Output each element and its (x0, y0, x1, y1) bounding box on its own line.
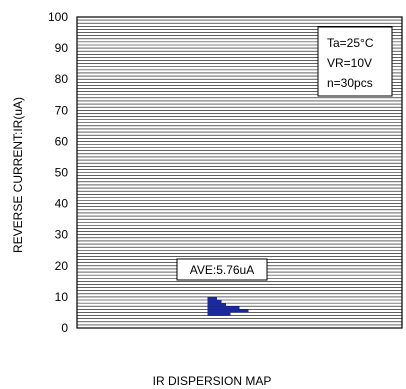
data-point (216, 306, 222, 310)
y-tick-label: 30 (55, 228, 69, 242)
x-axis-label: IR DISPERSION MAP (153, 374, 272, 388)
average-box: AVE:5.76uA (176, 258, 268, 281)
y-tick-label: 60 (55, 134, 69, 148)
data-point (216, 299, 222, 304)
data-point (221, 306, 226, 310)
y-tick-label: 50 (55, 166, 69, 180)
data-point (230, 306, 235, 310)
data-point (216, 312, 222, 316)
average-label: AVE:5.76uA (190, 263, 255, 277)
data-point (212, 312, 217, 316)
data-point (221, 303, 226, 307)
data-point (212, 309, 217, 313)
y-tick-label: 10 (55, 290, 69, 304)
data-point (207, 296, 213, 301)
grid-lines (77, 19, 402, 326)
data-point (207, 299, 213, 304)
plot-frame (76, 16, 403, 329)
y-tick-label: 70 (55, 103, 69, 117)
y-tick-label: 20 (55, 259, 69, 273)
data-point (212, 306, 217, 310)
data-point (243, 309, 249, 313)
data-point (207, 303, 213, 307)
y-tick-label: 0 (61, 321, 68, 335)
y-tick-label: 100 (48, 10, 68, 24)
data-point (216, 303, 222, 307)
condition-temperature: Ta=25°C (327, 36, 374, 50)
y-tick-label: 40 (55, 197, 69, 211)
data-point (225, 306, 231, 310)
y-axis-label: REVERSE CURRENT:IR(uA) (11, 97, 25, 253)
y-tick-label: 80 (55, 72, 69, 86)
data-point (207, 312, 213, 316)
data-point (212, 299, 217, 304)
data-point (221, 312, 226, 316)
data-point (225, 312, 231, 316)
data-point (234, 306, 240, 310)
data-point (212, 296, 217, 301)
y-tick-labels: 0 10 20 30 40 50 60 70 80 90 100 (48, 10, 68, 335)
condition-voltage: VR=10V (327, 56, 372, 70)
data-point (230, 309, 235, 313)
data-point (239, 309, 244, 313)
data-point (207, 306, 213, 310)
data-point (216, 309, 222, 313)
condition-sample-count: n=30pcs (327, 76, 373, 90)
data-point (225, 309, 231, 313)
data-point (207, 309, 213, 313)
y-tick-label: 90 (55, 41, 69, 55)
data-point (234, 309, 240, 313)
data-points (207, 296, 249, 316)
data-point (221, 309, 226, 313)
conditions-box: Ta=25°C VR=10V n=30pcs (317, 26, 393, 97)
data-point (212, 303, 217, 307)
